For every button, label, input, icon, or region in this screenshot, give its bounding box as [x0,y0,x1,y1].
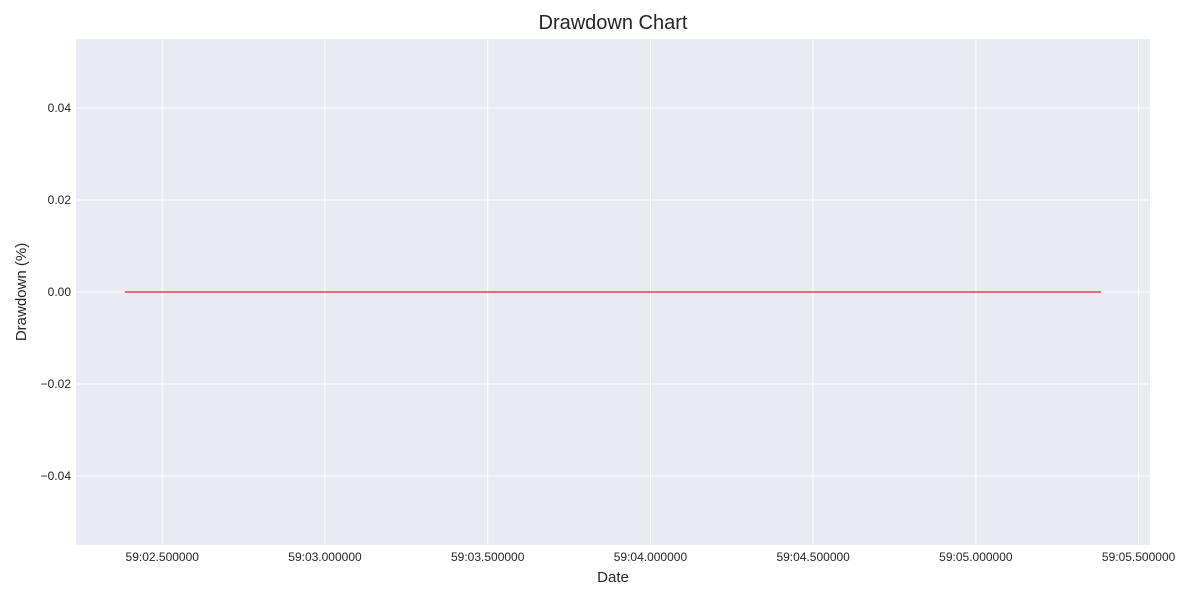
y-tick-label: −0.04 [41,469,72,483]
y-tick-label: 0.00 [48,285,72,299]
x-axis-label: Date [597,569,629,586]
y-axis-label: Drawdown (%) [13,243,30,341]
x-tick-label: 59:03.000000 [288,550,362,564]
y-tick-label: 0.04 [48,101,72,115]
x-tick-label: 59:04.000000 [614,550,688,564]
x-axis-ticks: 59:02.500000 59:03.000000 59:03.500000 59:0… [126,550,1176,564]
y-tick-label: 0.02 [48,193,72,207]
y-axis-ticks: 0.04 0.02 0.00 −0.02 −0.04 [41,101,72,483]
x-tick-label: 59:05.500000 [1102,550,1176,564]
x-tick-label: 59:04.500000 [776,550,850,564]
x-tick-label: 59:03.500000 [451,550,525,564]
chart-title: Drawdown Chart [539,12,688,34]
x-tick-label: 59:05.000000 [939,550,1013,564]
x-tick-label: 59:02.500000 [126,550,200,564]
y-tick-label: −0.02 [41,377,72,391]
